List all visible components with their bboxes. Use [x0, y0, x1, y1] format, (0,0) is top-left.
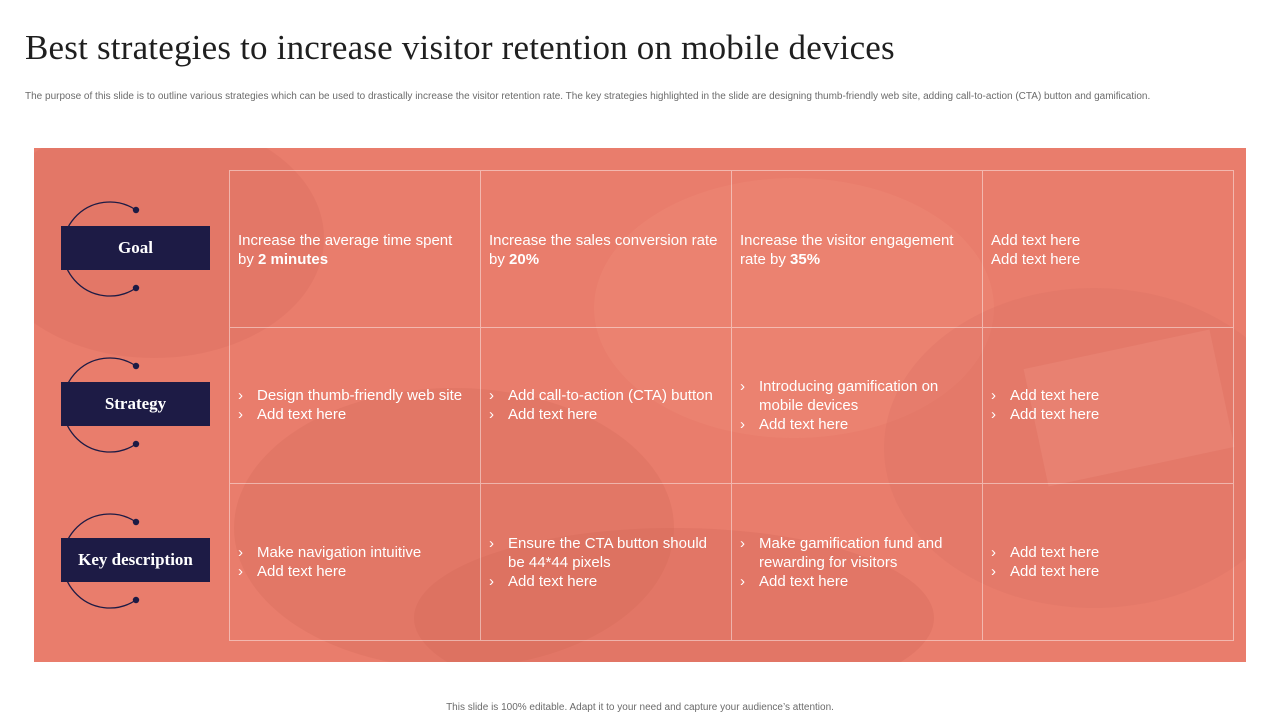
list-item: › Design thumb-friendly web site: [238, 387, 463, 405]
row-label-strategy: Strategy: [61, 382, 210, 426]
slide-subtitle: The purpose of this slide is to outline …: [25, 91, 1151, 102]
strategy-cell: › Add text here › Add text here: [983, 327, 1234, 485]
list-item: › Add text here: [238, 563, 347, 581]
chevron-right-icon: ›: [740, 415, 745, 433]
strategy-cell: › Design thumb-friendly web site › Add tex…: [230, 327, 481, 485]
chevron-right-icon: ›: [238, 387, 243, 405]
list-item: › Ensure the CTA button should be 44*44 p…: [489, 534, 708, 571]
background-photo-texture: [34, 148, 1246, 662]
chevron-right-icon: ›: [740, 572, 745, 590]
list-item: › Add text here: [991, 406, 1100, 424]
arc-dot: [132, 596, 140, 604]
list-item: › Introducing gamification on mobile devi…: [740, 377, 939, 414]
strategy-panel: Goal Strategy Key description Increase t…: [34, 148, 1246, 662]
strategy-cell: › Introducing gamification on mobile devi…: [732, 327, 983, 485]
goal-cell: Add text here Add text here: [983, 171, 1234, 328]
list-item: › Make gamification fund and rewarding fo…: [740, 534, 943, 571]
chevron-right-icon: ›: [991, 563, 996, 581]
arc-dot: [132, 518, 140, 526]
chevron-right-icon: ›: [991, 544, 996, 562]
strategy-table: Increase the average time spent by 2 min…: [229, 170, 1234, 641]
arc-dot: [132, 440, 140, 448]
slide-footer: This slide is 100% editable. Adapt it to…: [446, 702, 834, 713]
arc-dot: [132, 206, 140, 214]
key-description-cell: › Make gamification fund and rewarding fo…: [732, 484, 983, 641]
chevron-right-icon: ›: [489, 406, 494, 424]
list-item: › Add text here: [489, 572, 598, 590]
list-item: › Add text here: [489, 406, 598, 424]
strategy-cell: › Add call-to-action (CTA) button › Add te…: [481, 327, 732, 485]
goal-cell: Increase the visitor engagement rate by …: [732, 171, 983, 328]
goal-cell: Increase the average time spent by 2 min…: [230, 171, 481, 328]
key-description-cell: › Make navigation intuitive › Add text her…: [230, 484, 481, 641]
slide-title: Best strategies to increase visitor rete…: [25, 28, 895, 67]
key-description-cell: › Ensure the CTA button should be 44*44 p…: [481, 484, 732, 641]
list-item: › Make navigation intuitive: [238, 544, 422, 562]
chevron-right-icon: ›: [991, 406, 996, 424]
chevron-right-icon: ›: [489, 534, 494, 552]
list-item: › Add text here: [238, 406, 347, 424]
list-item: › Add text here: [991, 387, 1100, 405]
chevron-right-icon: ›: [991, 387, 996, 405]
chevron-right-icon: ›: [740, 534, 745, 552]
row-label-goal: Goal: [61, 226, 210, 270]
row-label-key-description: Key description: [61, 538, 210, 582]
list-item: › Add text here: [991, 544, 1100, 562]
chevron-right-icon: ›: [238, 544, 243, 562]
chevron-right-icon: ›: [238, 563, 243, 581]
list-item: › Add call-to-action (CTA) button: [489, 387, 713, 405]
chevron-right-icon: ›: [489, 387, 494, 405]
chevron-right-icon: ›: [740, 377, 745, 395]
arc-dot: [132, 284, 140, 292]
goal-cell: Increase the sales conversion rate by 20…: [481, 171, 732, 328]
list-item: › Add text here: [740, 415, 849, 433]
chevron-right-icon: ›: [238, 406, 243, 424]
arc-dot: [132, 362, 140, 370]
chevron-right-icon: ›: [489, 572, 494, 590]
list-item: › Add text here: [991, 563, 1100, 581]
key-description-cell: › Add text here › Add text here: [983, 484, 1234, 641]
list-item: › Add text here: [740, 572, 849, 590]
